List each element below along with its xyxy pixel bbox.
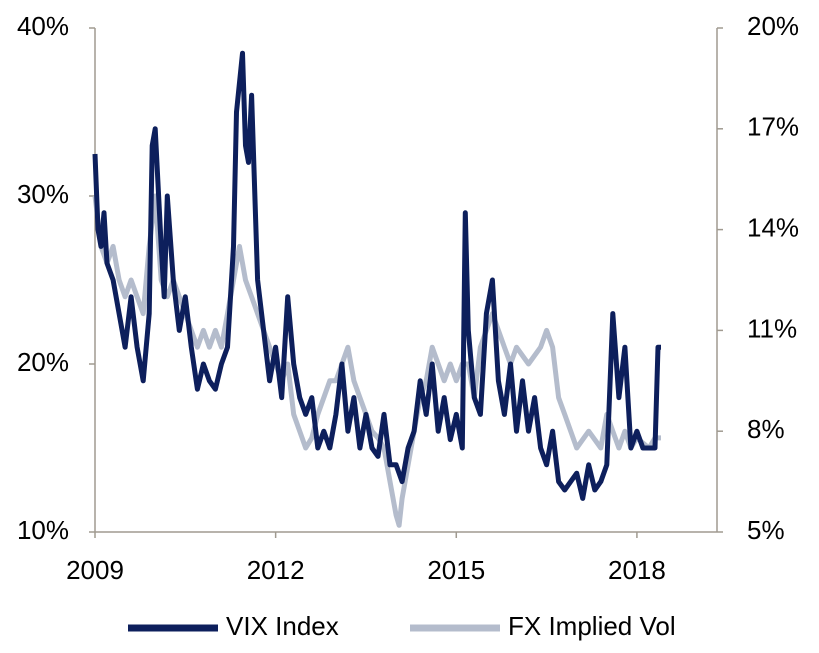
y2-tick-label: 20% (747, 11, 799, 41)
y-tick-label: 40% (17, 11, 69, 41)
y2-tick-label: 11% (747, 313, 797, 343)
y-tick-label: 10% (17, 515, 69, 545)
x-tick-label: 2012 (247, 555, 305, 585)
legend-label: VIX Index (226, 611, 339, 641)
legend-label: FX Implied Vol (508, 611, 676, 641)
x-tick-label: 2018 (608, 555, 666, 585)
y2-tick-label: 8% (747, 414, 785, 444)
y-tick-label: 30% (17, 179, 69, 209)
x-tick-label: 2015 (427, 555, 485, 585)
y2-tick-label: 17% (747, 112, 799, 142)
y2-tick-label: 5% (747, 515, 785, 545)
x-tick-label: 2009 (66, 555, 124, 585)
series-line (92, 50, 661, 501)
y2-tick-label: 14% (747, 212, 799, 242)
y-tick-label: 20% (17, 347, 69, 377)
